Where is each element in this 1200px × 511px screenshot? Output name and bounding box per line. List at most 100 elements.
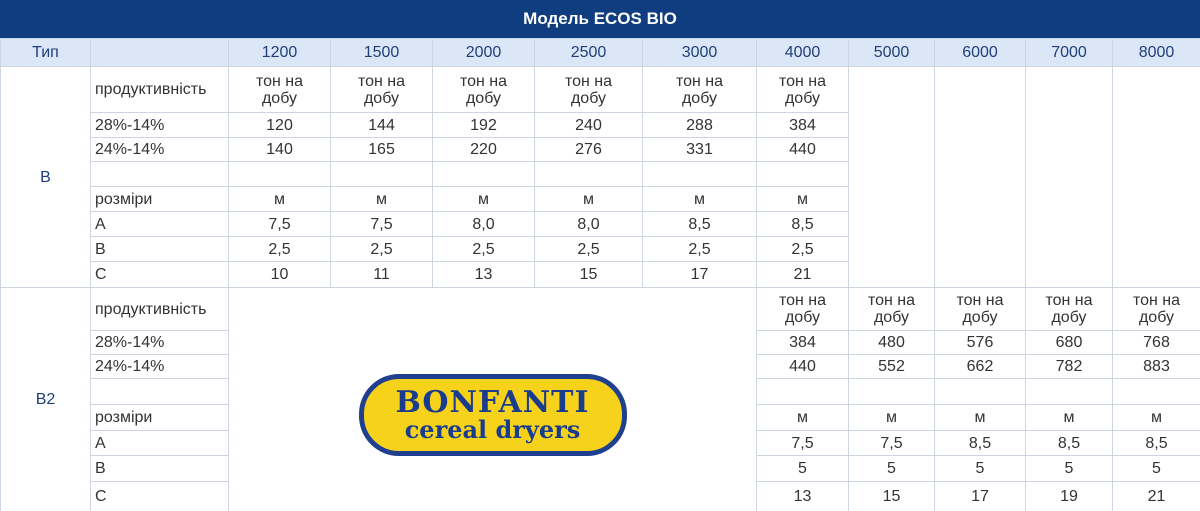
row-label: B	[90, 455, 229, 482]
cell-text: тон на добу	[564, 72, 613, 107]
value-cell: тон на добу	[1112, 287, 1200, 331]
value-cell	[756, 161, 849, 187]
model-header: 2000	[432, 38, 535, 67]
value-cell: 5	[1025, 455, 1113, 482]
value-cell: 17	[642, 261, 757, 288]
cell-text: тон на добу	[1132, 292, 1181, 326]
value-cell: м	[534, 186, 643, 212]
cell-text: тон на добу	[1045, 292, 1093, 326]
row-label: A	[90, 211, 229, 237]
row: 28%-14% 120 144 192 240 288 384	[1, 112, 1200, 138]
row-label: C	[90, 261, 229, 288]
value-cell: тон на добу	[330, 66, 433, 113]
cell-text: тон на добу	[459, 72, 508, 107]
value-cell: тон на добу	[534, 66, 643, 113]
value-cell: 2,5	[432, 236, 535, 262]
value-cell: 440	[756, 137, 849, 162]
row-label: розміри	[90, 404, 229, 431]
row-label: продуктивність	[90, 66, 229, 113]
value-cell: 7,5	[756, 430, 849, 456]
value-cell: м	[756, 404, 849, 431]
row-label: 28%-14%	[90, 112, 229, 138]
value-cell: м	[934, 404, 1026, 431]
value-cell: 384	[756, 330, 849, 355]
value-cell: 5	[848, 455, 935, 482]
model-header: 5000	[848, 38, 935, 67]
model-header: 8000	[1112, 38, 1200, 67]
value-cell: 7,5	[228, 211, 331, 237]
value-cell	[228, 161, 331, 187]
empty-cell	[1025, 66, 1113, 288]
model-header: 1500	[330, 38, 433, 67]
row: розміри м м м м м	[1, 404, 1200, 431]
value-cell: тон на добу	[228, 66, 331, 113]
value-cell: 2,5	[642, 236, 757, 262]
value-cell: м	[228, 186, 331, 212]
value-cell: тон на добу	[1025, 287, 1113, 331]
value-cell	[330, 161, 433, 187]
value-cell: 8,5	[1025, 430, 1113, 456]
value-cell: 8,0	[432, 211, 535, 237]
value-cell: 5	[756, 455, 849, 482]
model-header: 1200	[228, 38, 331, 67]
value-cell: 331	[642, 137, 757, 162]
value-cell	[848, 378, 935, 405]
value-cell: 140	[228, 137, 331, 162]
value-cell: 662	[934, 354, 1026, 379]
model-header: 3000	[642, 38, 757, 67]
value-cell: тон на добу	[756, 287, 849, 331]
cell-text: тон на добу	[867, 292, 916, 326]
value-cell: 8,0	[534, 211, 643, 237]
cell-text: тон на добу	[675, 72, 724, 107]
value-cell: 7,5	[330, 211, 433, 237]
value-cell: 165	[330, 137, 433, 162]
row-label	[90, 378, 229, 405]
row-label	[90, 161, 229, 187]
value-cell: тон на добу	[848, 287, 935, 331]
value-cell: 120	[228, 112, 331, 138]
cell-text: тон на добу	[956, 292, 1004, 326]
value-cell: 8,5	[756, 211, 849, 237]
value-cell: тон на добу	[432, 66, 535, 113]
value-cell: 21	[756, 261, 849, 288]
value-cell: 276	[534, 137, 643, 162]
value-cell: 440	[756, 354, 849, 379]
value-cell: 480	[848, 330, 935, 355]
logo-line: cereal dryers	[404, 414, 581, 444]
value-cell: 768	[1112, 330, 1200, 355]
row-label: продуктивність	[90, 287, 229, 331]
logo: BONFANTI cereal dryers	[358, 373, 627, 456]
value-cell	[534, 161, 643, 187]
label-header	[90, 38, 229, 67]
type-cell: B	[0, 66, 91, 288]
value-cell: м	[848, 404, 935, 431]
model-header: 2500	[534, 38, 643, 67]
value-cell	[1025, 378, 1113, 405]
value-cell: 782	[1025, 354, 1113, 379]
row: C 13 15 17 19 21	[1, 481, 1200, 511]
value-cell: м	[1025, 404, 1113, 431]
spec-table: Тип 1200 1500 2000 2500 3000 4000 5000 6000 7000 8…	[0, 38, 1200, 511]
value-cell: м	[432, 186, 535, 212]
row	[1, 161, 1200, 187]
value-cell: м	[1112, 404, 1200, 431]
row-label: 28%-14%	[90, 330, 229, 355]
value-cell: 288	[642, 112, 757, 138]
value-cell: 2,5	[330, 236, 433, 262]
row: 28%-14% 384 480 576 680 768	[1, 330, 1200, 355]
value-cell: 680	[1025, 330, 1113, 355]
value-cell: м	[642, 186, 757, 212]
value-cell: 2,5	[756, 236, 849, 262]
row-label: 24%-14%	[90, 354, 229, 379]
value-cell: 17	[934, 481, 1026, 511]
row: 24%-14% 140 165 220 276 331 440	[1, 137, 1200, 162]
cell-text: тон на добу	[778, 72, 827, 107]
value-cell: тон на добу	[756, 66, 849, 113]
cell-text: тон на добу	[255, 72, 304, 107]
value-cell: 192	[432, 112, 535, 138]
type-header: Тип	[0, 38, 91, 67]
header-row: Тип 1200 1500 2000 2500 3000 4000 5000 6000 7000 8…	[0, 38, 1200, 67]
value-cell: тон на добу	[642, 66, 757, 113]
value-cell: тон на добу	[934, 287, 1026, 331]
